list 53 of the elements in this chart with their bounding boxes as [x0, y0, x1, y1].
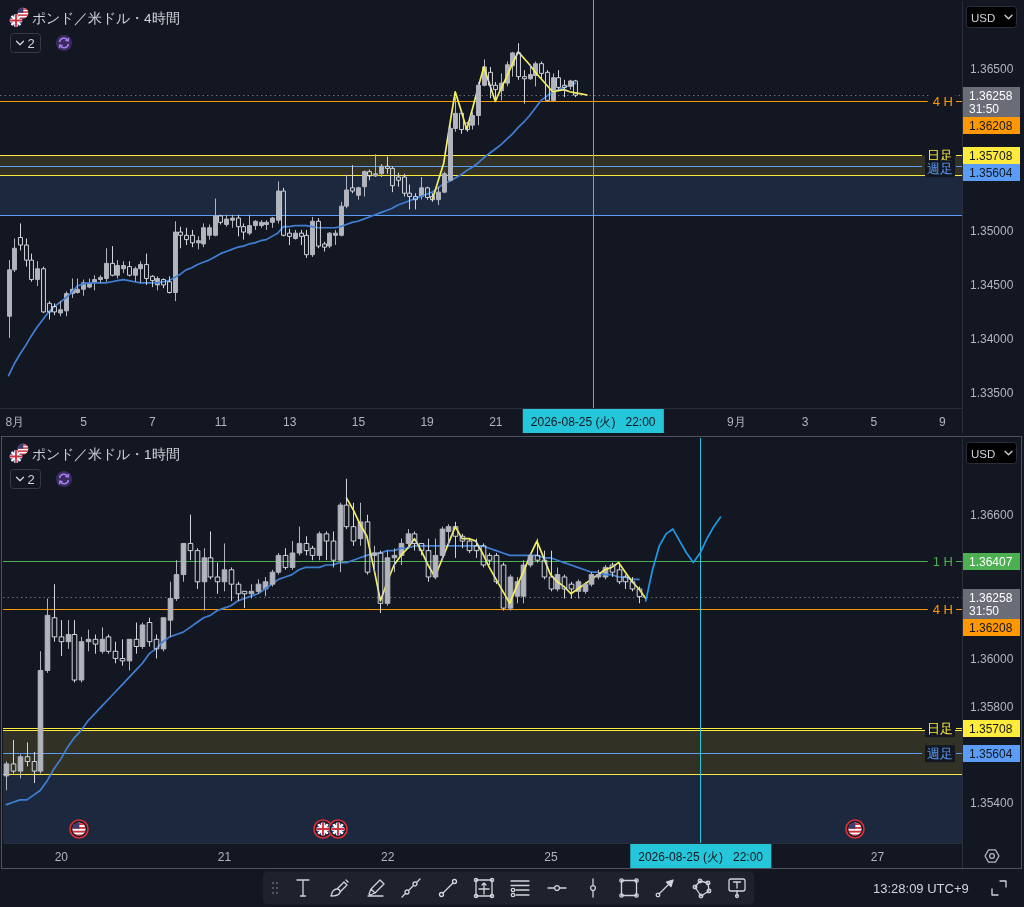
y-tick-label: 1.34500	[970, 278, 1014, 293]
ref-line-label: 日足	[927, 721, 953, 737]
text: 1.36208	[969, 621, 1013, 635]
x-tick-label: 2026-08-25 (火) 22:00	[638, 849, 764, 864]
x-tick-label: 21	[217, 849, 232, 864]
x-tick-label: 2026-08-25 (火) 22:00	[530, 414, 656, 429]
y-tick-label: 1.35400	[970, 795, 1014, 810]
x-tick-label: 22	[381, 849, 395, 864]
ref-line-label: 4 H	[932, 94, 953, 110]
annotation: 2	[27, 472, 35, 487]
text: 31:50	[969, 102, 1000, 116]
y-tick-label: 1.36600	[970, 508, 1014, 523]
text: 1.35708	[969, 149, 1013, 163]
ref-line-label: 1 H	[932, 554, 953, 570]
x-tick-label: 5	[80, 414, 88, 429]
text: USD	[971, 447, 996, 460]
x-tick-label: 13	[282, 414, 297, 429]
text: 1.36258	[969, 591, 1013, 605]
text: 1.36407	[969, 555, 1013, 569]
y-tick-label: 1.36000	[970, 651, 1014, 666]
x-tick-label: 19	[420, 414, 435, 429]
ref-line-label: 4 H	[932, 602, 953, 618]
ref-line-label: 週足	[927, 746, 953, 762]
text: ポンド／米ドル・4時間	[32, 10, 180, 26]
text: ポンド／米ドル・1時間	[32, 446, 180, 462]
x-tick-label: 3	[801, 414, 809, 429]
text: 1.36208	[969, 119, 1013, 133]
x-tick-label: 25	[544, 849, 559, 864]
text: 1.35604	[969, 747, 1013, 761]
text: 1.35708	[969, 722, 1013, 736]
ref-line-label: 週足	[927, 161, 953, 177]
x-tick-label: 7	[148, 414, 156, 429]
x-tick-label: 9月	[726, 414, 746, 429]
x-tick-label: 11	[214, 414, 228, 429]
text: 1.36258	[969, 89, 1013, 103]
y-tick-label: 1.33500	[970, 386, 1014, 401]
text: 31:50	[969, 604, 1000, 618]
x-tick-label: 5	[870, 414, 878, 429]
x-tick-label: 20	[54, 849, 69, 864]
x-tick-label: 27	[870, 849, 885, 864]
y-tick-label: 1.35000	[970, 224, 1014, 239]
x-tick-label: 8月	[5, 414, 25, 429]
x-tick-label: 9	[939, 414, 947, 429]
x-tick-label: 21	[489, 414, 503, 429]
x-tick-label: 15	[351, 414, 366, 429]
text: 1.35604	[969, 166, 1013, 180]
y-tick-label: 1.36500	[970, 62, 1014, 77]
ref-line-label: 日足	[927, 148, 953, 164]
annotation: 2	[27, 36, 35, 51]
text: USD	[971, 11, 996, 24]
text: 13:28:09 UTC+9	[873, 881, 969, 896]
y-tick-label: 1.34000	[970, 332, 1014, 347]
y-tick-label: 1.35800	[970, 699, 1014, 714]
